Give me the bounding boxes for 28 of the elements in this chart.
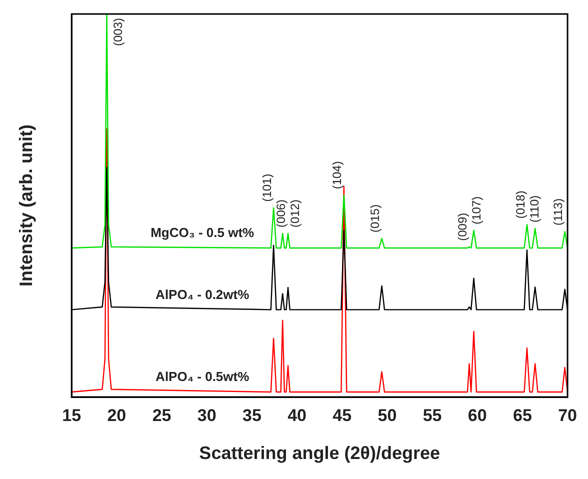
annotation: (018) — [513, 190, 528, 219]
annotation: (104) — [330, 161, 344, 190]
x-tick-label: 50 — [378, 406, 397, 425]
annotation: (012) — [288, 199, 302, 228]
x-tick-label: 15 — [62, 406, 82, 425]
x-tick-label: 40 — [288, 406, 306, 425]
annotation: (101) — [260, 174, 274, 202]
series-label: MgCO₃ - 0.5 wt% — [150, 225, 255, 240]
x-tick-label: 70 — [558, 406, 578, 425]
annotation: (113) — [551, 198, 566, 226]
x-tick-label: 20 — [107, 406, 126, 425]
x-tick-label: 25 — [152, 406, 172, 425]
x-tick-label: 65 — [513, 406, 532, 425]
annotation: (003) — [111, 18, 126, 46]
series-label: AlPO₄ - 0.2wt% — [156, 286, 250, 302]
x-tick-label: 30 — [197, 406, 216, 425]
x-tick-label: 60 — [468, 406, 487, 425]
series-label: AlPO₄ - 0.5wt% — [156, 369, 250, 384]
y-axis-title: Intensity (arb. unit) — [16, 124, 36, 286]
annotation: (006) — [274, 199, 288, 228]
annotation: (015) — [368, 204, 382, 232]
x-tick-label: 45 — [332, 406, 352, 425]
annotation: (110) — [527, 195, 542, 222]
x-tick-label: 55 — [422, 406, 442, 425]
annotation: (009) — [456, 212, 470, 241]
x-tick-label: 35 — [242, 406, 262, 425]
x-axis-title: Scattering angle (2θ)/degree — [199, 443, 440, 464]
annotation: (107) — [470, 196, 484, 224]
